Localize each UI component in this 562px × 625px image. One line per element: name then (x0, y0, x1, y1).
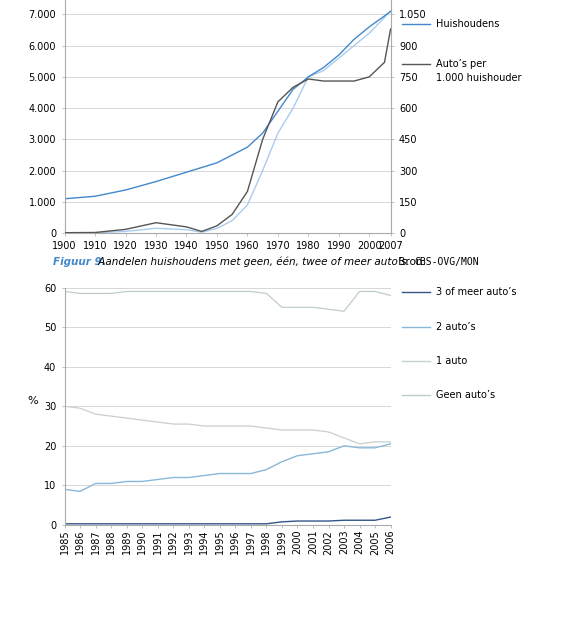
Text: Auto’s per: Auto’s per (436, 59, 486, 69)
Text: Bron:: Bron: (395, 257, 429, 267)
Text: 1 auto: 1 auto (436, 356, 467, 366)
Y-axis label: %: % (28, 396, 38, 406)
Text: 3 of meer auto’s: 3 of meer auto’s (436, 288, 516, 298)
Text: Huishoudens: Huishoudens (436, 19, 499, 29)
Text: CBS-OVG/MON: CBS-OVG/MON (414, 257, 479, 267)
Text: Geen auto’s: Geen auto’s (436, 391, 495, 401)
Text: Figuur 9.: Figuur 9. (53, 257, 106, 267)
Text: Aandelen huishoudens met geen, één, twee of meer auto’s.: Aandelen huishoudens met geen, één, twee… (94, 257, 410, 268)
Text: 2 auto’s: 2 auto’s (436, 322, 475, 332)
Text: 1.000 huishouder: 1.000 huishouder (436, 73, 521, 83)
